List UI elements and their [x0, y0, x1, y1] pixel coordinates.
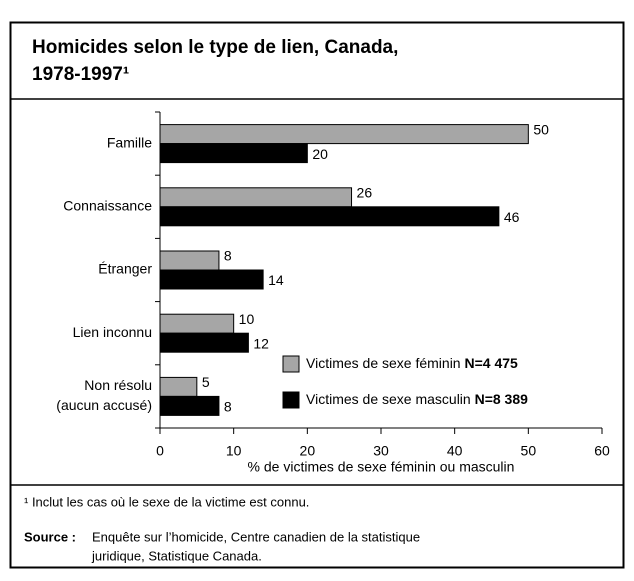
value-label: 14 [268, 272, 284, 288]
bar [159, 313, 235, 334]
bar [159, 124, 529, 145]
legend-label: Victimes de sexe masculin N=8 389 [306, 391, 528, 407]
bar [159, 143, 308, 164]
bar [159, 269, 264, 290]
source: juridique, Statistique Canada. [91, 548, 262, 563]
legend-n: N=4 475 [464, 355, 518, 371]
legend-name: Victimes de sexe masculin [306, 391, 471, 407]
value-label: 50 [533, 121, 549, 137]
x-tick-label: 50 [521, 443, 537, 459]
y-tick-label: Étranger [98, 261, 152, 277]
legend-name: Victimes de sexe féminin [306, 355, 461, 371]
chart-title: Homicides selon le type de lien, Canada, [32, 37, 398, 58]
legend-label: Victimes de sexe féminin N=4 475 [306, 355, 518, 371]
y-tick-label: Lien inconnu [73, 324, 152, 340]
legend-n: N=8 389 [475, 391, 529, 407]
value-label: 8 [224, 399, 232, 415]
value-label: 20 [312, 146, 328, 162]
value-label: 8 [224, 248, 232, 264]
bar [159, 187, 353, 208]
x-tick-label: 30 [373, 443, 389, 459]
value-label: 12 [253, 335, 269, 351]
bar [159, 206, 500, 227]
x-tick-label: 40 [447, 443, 463, 459]
chart-title: 1978-1997¹ [32, 64, 129, 85]
bar [159, 395, 220, 416]
value-label: 26 [357, 185, 373, 201]
bar [159, 250, 220, 271]
x-tick-label: 60 [594, 443, 610, 459]
x-axis-label: % de victimes de sexe féminin ou masculi… [248, 459, 515, 475]
value-label: 46 [504, 209, 520, 225]
y-tick-label: Connaissance [63, 198, 152, 214]
x-tick-label: 0 [156, 443, 164, 459]
y-tick-label: (aucun accusé) [56, 397, 152, 413]
value-label: 10 [239, 311, 255, 327]
legend-swatch [282, 355, 300, 373]
x-tick-label: 10 [226, 443, 242, 459]
legend-swatch [282, 391, 300, 409]
source-label: Source : [24, 529, 76, 544]
bar [159, 376, 198, 397]
source: Enquête sur l’homicide, Centre canadien … [92, 529, 420, 544]
x-tick-label: 20 [300, 443, 316, 459]
y-tick-label: Famille [107, 134, 152, 150]
y-tick-label: Non résolu [84, 377, 152, 393]
value-label: 5 [202, 374, 210, 390]
frame [9, 21, 625, 569]
bar [159, 332, 249, 353]
footnote: ¹ Inclut les cas où le sexe de la victim… [24, 494, 309, 509]
